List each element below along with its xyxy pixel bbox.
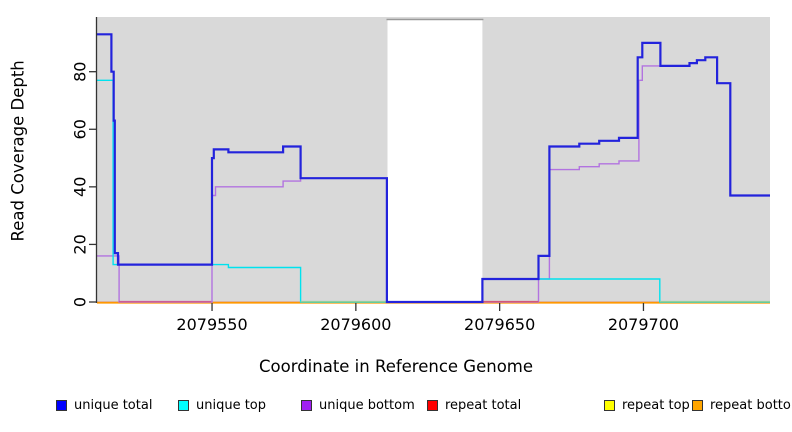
- legend: unique total unique top unique bottom re…: [0, 398, 792, 418]
- x-axis-title: Coordinate in Reference Genome: [258, 357, 534, 376]
- y-tick-label: 0: [71, 297, 90, 307]
- legend-label: repeat bottom: [710, 398, 792, 413]
- legend-label: unique top: [196, 398, 267, 413]
- y-tick-label: 20: [71, 234, 90, 254]
- legend-entry-repeat-total: repeat total: [427, 398, 521, 413]
- legend-label: unique bottom: [319, 398, 415, 413]
- x-tick-label: 2079700: [608, 315, 679, 334]
- series-line-unique-total: [97, 33, 770, 304]
- x-tick-label: 2079650: [464, 315, 535, 334]
- legend-entry-repeat-bottom: repeat bottom: [692, 398, 792, 413]
- y-tick-label: 40: [71, 177, 90, 197]
- no-data-gap: [387, 19, 483, 305]
- legend-label: unique total: [74, 398, 153, 413]
- y-axis-title: Read Coverage Depth: [8, 60, 28, 242]
- x-tick-label: 2079550: [176, 315, 247, 334]
- series-line-unique-top: [97, 79, 770, 303]
- repeat-top-swatch-icon: [604, 400, 615, 411]
- legend-entry-repeat-top: repeat top: [604, 398, 690, 413]
- unique-bottom-swatch-icon: [301, 400, 312, 411]
- repeat-total-swatch-icon: [427, 400, 438, 411]
- legend-label: repeat top: [622, 398, 690, 413]
- legend-label: repeat total: [445, 398, 522, 413]
- legend-entry-unique-total: unique total: [56, 398, 152, 413]
- y-tick-label: 60: [70, 119, 89, 139]
- x-tick-label: 2079600: [320, 315, 391, 334]
- legend-entry-unique-top: unique top: [178, 398, 266, 413]
- unique-total-swatch-icon: [56, 400, 67, 411]
- y-tick-label: 80: [70, 62, 89, 82]
- repeat-bottom-swatch-icon: [692, 400, 703, 411]
- unique-top-swatch-icon: [178, 400, 189, 411]
- legend-entry-unique-bottom: unique bottom: [301, 398, 415, 413]
